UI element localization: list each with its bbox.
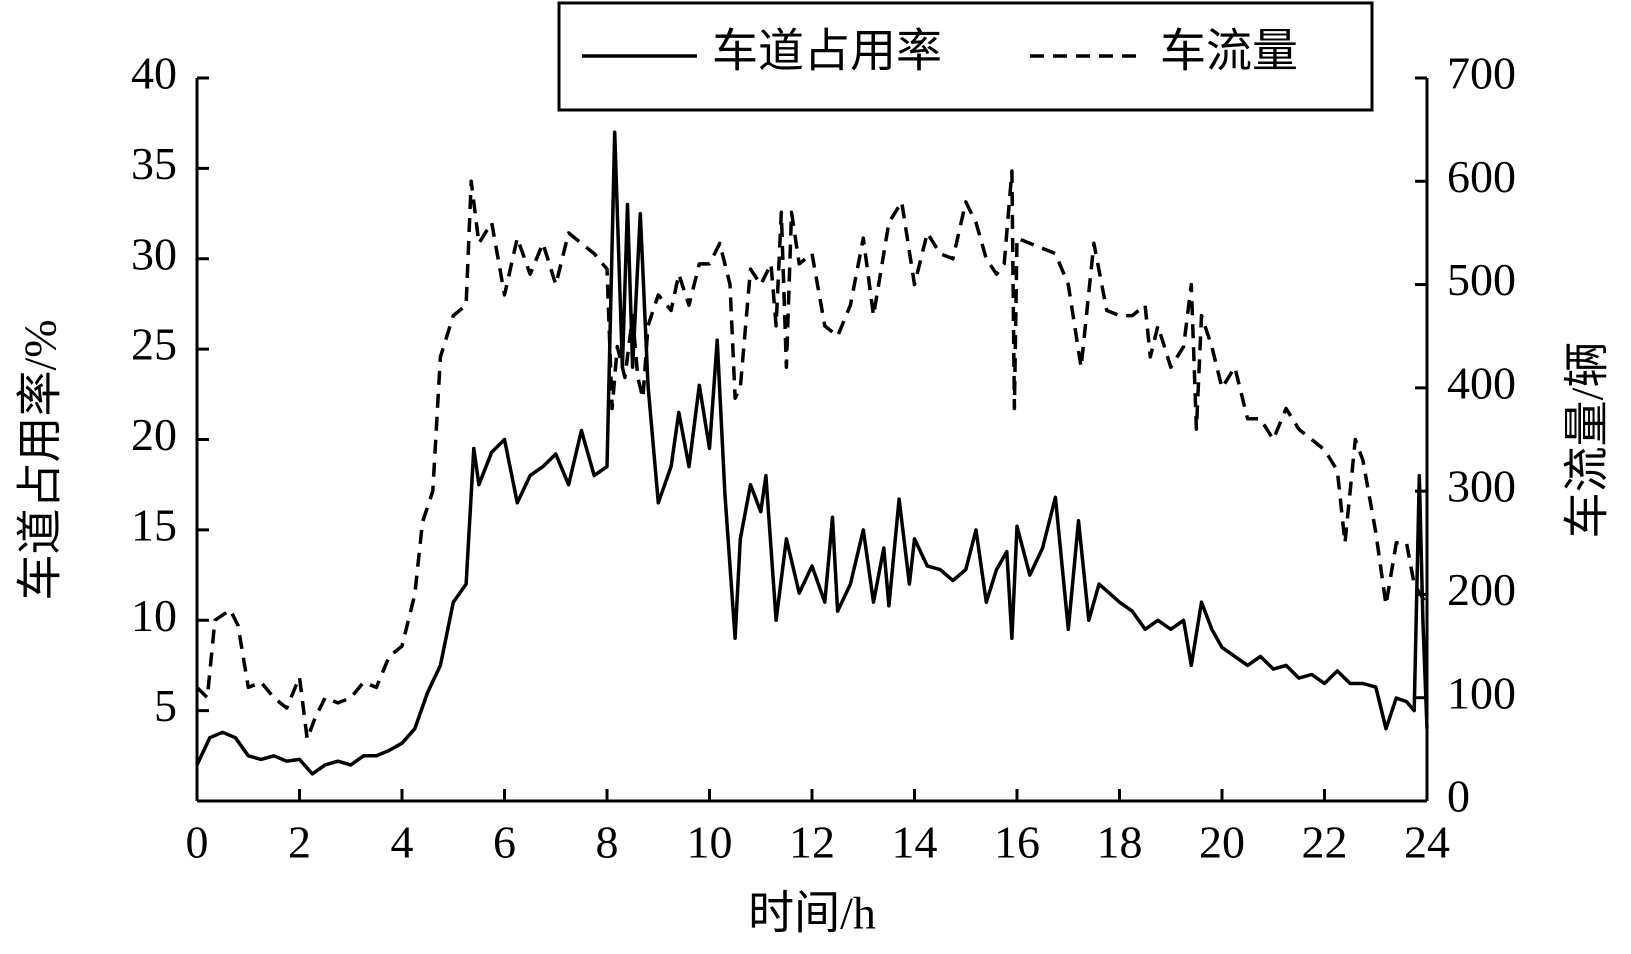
y2-tick-label: 300 <box>1447 461 1516 512</box>
y-tick-label: 25 <box>131 319 177 370</box>
series-line <box>195 169 1429 741</box>
y-tick-label: 10 <box>131 590 177 641</box>
y2-tick-label: 700 <box>1447 48 1516 99</box>
x-tick-label: 18 <box>1097 817 1143 868</box>
y-tick-label: 40 <box>131 48 177 99</box>
y2-tick-label: 200 <box>1447 564 1516 615</box>
y-tick-label: 5 <box>154 680 177 731</box>
x-tick-label: 10 <box>687 817 733 868</box>
x-tick-label: 2 <box>288 817 311 868</box>
y2-axis-title: 车流量/辆 <box>1562 342 1613 539</box>
y-axis-title: 车道占用率/% <box>15 319 66 600</box>
y-tick-label: 20 <box>131 409 177 460</box>
y-tick-label: 35 <box>131 138 177 189</box>
x-tick-label: 22 <box>1302 817 1348 868</box>
series-line <box>195 130 1429 776</box>
x-tick-label: 0 <box>186 817 209 868</box>
x-tick-label: 8 <box>596 817 619 868</box>
x-tick-label: 24 <box>1404 817 1450 868</box>
y2-tick-label: 500 <box>1447 254 1516 305</box>
y2-tick-label: 600 <box>1447 151 1516 202</box>
x-tick-label: 6 <box>493 817 516 868</box>
y2-tick-label: 400 <box>1447 357 1516 408</box>
x-tick-label: 16 <box>994 817 1040 868</box>
y-tick-label: 15 <box>131 499 177 550</box>
legend-label: 车道占用率 <box>712 26 942 77</box>
y2-tick-label: 100 <box>1447 667 1516 718</box>
legend-label: 车流量 <box>1160 26 1298 77</box>
x-axis-title: 时间/h <box>748 888 876 939</box>
y2-tick-label: 0 <box>1447 771 1470 822</box>
x-tick-label: 14 <box>892 817 938 868</box>
x-tick-label: 12 <box>789 817 835 868</box>
x-tick-label: 4 <box>391 817 414 868</box>
x-tick-label: 20 <box>1199 817 1245 868</box>
y-tick-label: 30 <box>131 228 177 279</box>
